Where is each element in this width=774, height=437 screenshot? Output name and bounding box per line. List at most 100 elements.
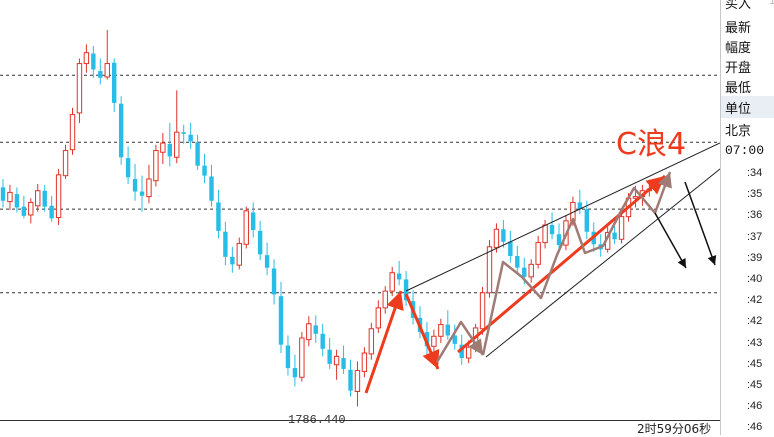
candle bbox=[42, 184, 47, 212]
candle-body bbox=[42, 190, 47, 207]
candle-body bbox=[556, 234, 562, 246]
candle bbox=[479, 286, 486, 335]
candle bbox=[501, 220, 506, 248]
candle-body bbox=[396, 273, 402, 280]
candle bbox=[223, 221, 228, 266]
unit-label: 单位 bbox=[725, 102, 752, 117]
candle-body bbox=[132, 179, 138, 192]
candle bbox=[535, 235, 541, 269]
candle bbox=[257, 220, 263, 261]
candle bbox=[368, 322, 375, 360]
candle-body bbox=[486, 246, 493, 294]
candle bbox=[202, 153, 207, 184]
candle-body bbox=[98, 71, 103, 78]
tick-time-item: :39 bbox=[747, 251, 763, 264]
candle bbox=[375, 300, 382, 333]
candle bbox=[174, 90, 180, 164]
candle bbox=[132, 163, 138, 201]
side-row-range: 幅度 bbox=[725, 41, 752, 56]
side-row-low: 最低 1 bbox=[725, 81, 752, 96]
candle-body bbox=[160, 142, 166, 153]
candle-body bbox=[125, 158, 131, 178]
candle-body bbox=[333, 355, 340, 366]
candle bbox=[438, 318, 444, 343]
candle-body bbox=[522, 267, 527, 277]
candle-body bbox=[320, 333, 325, 349]
candle-body bbox=[153, 150, 159, 182]
candle-body bbox=[403, 279, 409, 301]
candle bbox=[243, 206, 249, 249]
candle bbox=[285, 335, 291, 376]
low-price-label: 1786.440 bbox=[288, 413, 346, 427]
side-row-latest: 最新 1 bbox=[725, 21, 752, 36]
candle-body bbox=[35, 190, 41, 207]
wave-main-arrow bbox=[457, 174, 666, 354]
candle-body bbox=[299, 337, 305, 378]
minor-wave-1 bbox=[435, 320, 485, 363]
candle bbox=[181, 124, 186, 144]
city-label: 北京 bbox=[725, 124, 752, 139]
candle-body bbox=[264, 255, 270, 268]
candle-body bbox=[515, 255, 520, 268]
candle bbox=[354, 361, 361, 407]
candle bbox=[153, 144, 159, 187]
candle bbox=[104, 30, 110, 80]
candle-body bbox=[584, 209, 589, 232]
candle-body bbox=[549, 225, 555, 235]
candle bbox=[320, 323, 325, 357]
candle bbox=[515, 245, 520, 274]
candle bbox=[528, 259, 534, 283]
unit-row-highlight bbox=[721, 96, 774, 118]
candle bbox=[209, 164, 214, 207]
candle-body bbox=[306, 323, 312, 341]
side-row-open: 开盘 1 bbox=[725, 61, 752, 76]
candle bbox=[431, 329, 437, 353]
candle-body bbox=[438, 324, 444, 337]
candle bbox=[118, 96, 124, 165]
tick-time-item: :46 bbox=[747, 421, 763, 434]
candle bbox=[216, 189, 221, 239]
candle-body bbox=[112, 62, 117, 103]
candle-body bbox=[21, 206, 27, 216]
tick-time-item: :40 bbox=[747, 273, 763, 285]
channel-lower-line bbox=[485, 168, 720, 358]
candle-body bbox=[7, 191, 13, 203]
candlestick-chart bbox=[0, 30, 720, 421]
candle-body bbox=[230, 256, 235, 265]
candle bbox=[361, 347, 368, 378]
time-label: 07:00 bbox=[725, 143, 765, 158]
candle-body bbox=[341, 358, 346, 369]
candle bbox=[167, 122, 172, 167]
candle-body bbox=[195, 142, 200, 166]
candle bbox=[382, 286, 388, 314]
candle-body bbox=[368, 328, 375, 355]
candle bbox=[299, 332, 305, 382]
countdown-timer: 2时59分06秒 bbox=[637, 422, 712, 436]
candle bbox=[62, 144, 69, 180]
candle bbox=[486, 240, 493, 298]
candle-body bbox=[361, 352, 368, 372]
candle bbox=[271, 259, 277, 305]
tick-time-item: :36 bbox=[747, 209, 763, 222]
candle-body bbox=[348, 369, 353, 391]
candles bbox=[0, 30, 653, 407]
candle bbox=[112, 58, 117, 113]
tick-time-item: :46 bbox=[747, 400, 763, 413]
candle bbox=[577, 189, 583, 215]
candle bbox=[230, 246, 235, 273]
candle bbox=[76, 58, 83, 123]
candle bbox=[35, 184, 41, 212]
candle-body bbox=[49, 205, 54, 219]
candle-body bbox=[209, 176, 214, 201]
candle-body bbox=[28, 201, 34, 216]
candle-body bbox=[479, 292, 486, 330]
candle-body bbox=[0, 187, 6, 201]
candle-body bbox=[271, 268, 277, 295]
candle-body bbox=[285, 345, 291, 369]
candle bbox=[612, 225, 617, 245]
candle-body bbox=[431, 335, 437, 347]
candle bbox=[98, 58, 103, 85]
candle-body bbox=[174, 131, 180, 158]
candle bbox=[313, 315, 318, 343]
candle bbox=[14, 187, 20, 213]
